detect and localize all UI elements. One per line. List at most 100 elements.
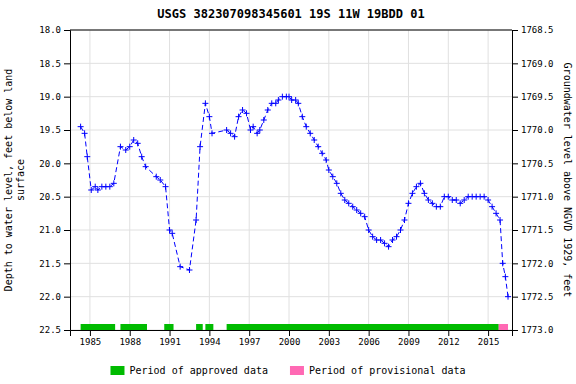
marker xyxy=(135,140,141,146)
tick: 21.5 xyxy=(39,259,70,269)
tick: 2000 xyxy=(279,330,301,347)
marker xyxy=(502,274,508,280)
tick-label: 1768.5 xyxy=(521,25,554,35)
marker xyxy=(394,234,400,240)
marker xyxy=(413,184,419,190)
tick-label: 20.0 xyxy=(39,159,61,169)
tick-mark xyxy=(512,197,518,198)
tick: 1991 xyxy=(159,330,181,347)
marker xyxy=(232,134,238,140)
tick-mark xyxy=(512,230,518,231)
marker xyxy=(500,260,506,266)
grid-line xyxy=(289,30,290,330)
tick: 1771.5 xyxy=(512,225,554,235)
marker xyxy=(382,240,388,246)
tick: 20.0 xyxy=(39,159,70,169)
tick-mark xyxy=(64,297,70,298)
tick: 1994 xyxy=(199,330,221,347)
marker xyxy=(338,190,344,196)
period-bars xyxy=(499,324,508,330)
tick: 22.5 xyxy=(39,325,70,335)
tick-label: 22.5 xyxy=(39,325,61,335)
tick: 1769.5 xyxy=(512,92,554,102)
tick-mark xyxy=(64,263,70,264)
marker xyxy=(107,184,113,190)
tick-mark xyxy=(369,330,370,336)
marker xyxy=(224,127,230,133)
marker xyxy=(303,124,309,130)
grid-line xyxy=(70,63,512,64)
y-axis-line xyxy=(64,31,71,331)
grid-line xyxy=(328,30,329,330)
marker xyxy=(261,117,267,123)
legend: Period of approved data Period of provisi… xyxy=(110,365,465,376)
tick-label: 1769.0 xyxy=(521,59,554,69)
marker xyxy=(127,144,133,150)
tick: 19.0 xyxy=(39,92,70,102)
y-axis-title-line: surface xyxy=(15,159,26,201)
tick: 1997 xyxy=(239,330,261,347)
tick: 21.0 xyxy=(39,225,70,235)
grid-line xyxy=(70,263,512,264)
marker xyxy=(307,130,313,136)
marker xyxy=(111,180,117,186)
marker xyxy=(489,204,495,210)
frame-line xyxy=(70,30,512,31)
tick-label: 1770.0 xyxy=(521,125,554,135)
tick-mark xyxy=(512,163,518,164)
marker xyxy=(425,197,431,203)
marker xyxy=(163,184,169,190)
tick-label: 19.0 xyxy=(39,92,61,102)
tick-mark xyxy=(64,63,70,64)
tick: 18.0 xyxy=(39,25,70,35)
period-bars xyxy=(81,324,499,330)
tick: 2015 xyxy=(478,330,500,347)
plot: 1985198819911994199720002003200620092012… xyxy=(3,25,573,347)
tick-mark xyxy=(249,330,250,336)
marker xyxy=(250,124,256,130)
tick: 2003 xyxy=(318,330,340,347)
tick-label: 1988 xyxy=(119,337,141,347)
marker xyxy=(228,130,234,136)
legend-item: Period of approved data xyxy=(110,365,267,376)
tick-label: 1994 xyxy=(199,337,221,347)
grid xyxy=(70,30,512,330)
legend-label: Period of provisional data xyxy=(309,365,466,376)
tick: 2012 xyxy=(438,330,460,347)
marks xyxy=(78,94,511,330)
tick: 20.5 xyxy=(39,192,70,202)
y-axis: 18.018.519.019.520.020.521.021.522.022.5 xyxy=(39,25,70,335)
tick: 1988 xyxy=(119,330,141,347)
marker xyxy=(123,147,129,153)
tick-label: 2003 xyxy=(318,337,340,347)
tick-mark xyxy=(64,230,70,231)
tick-mark xyxy=(64,197,70,198)
marker xyxy=(417,180,423,186)
tick: 1773.0 xyxy=(512,325,554,335)
marker xyxy=(157,177,163,183)
tick-label: 2009 xyxy=(398,337,420,347)
marker xyxy=(457,200,463,206)
marker xyxy=(390,237,396,243)
tick: 1771.0 xyxy=(512,192,554,202)
tick-mark xyxy=(209,330,210,336)
tick-label: 1772.0 xyxy=(521,259,554,269)
tick-label: 1771.0 xyxy=(521,192,554,202)
y2-axis-line xyxy=(513,31,519,331)
period-bar xyxy=(120,324,147,330)
legend-item: Period of provisional data xyxy=(290,365,466,376)
marker xyxy=(342,197,348,203)
marker xyxy=(186,267,192,273)
marker xyxy=(326,167,332,173)
grid-line xyxy=(448,30,449,330)
marker xyxy=(346,200,352,206)
period-bar xyxy=(196,324,203,330)
grid-line xyxy=(408,30,409,330)
period-bar xyxy=(499,324,508,330)
marker xyxy=(143,164,149,170)
grid-line xyxy=(368,30,369,330)
tick-label: 20.5 xyxy=(39,192,61,202)
tick-mark xyxy=(448,330,449,336)
tick-mark xyxy=(130,330,131,336)
marker xyxy=(139,154,145,160)
